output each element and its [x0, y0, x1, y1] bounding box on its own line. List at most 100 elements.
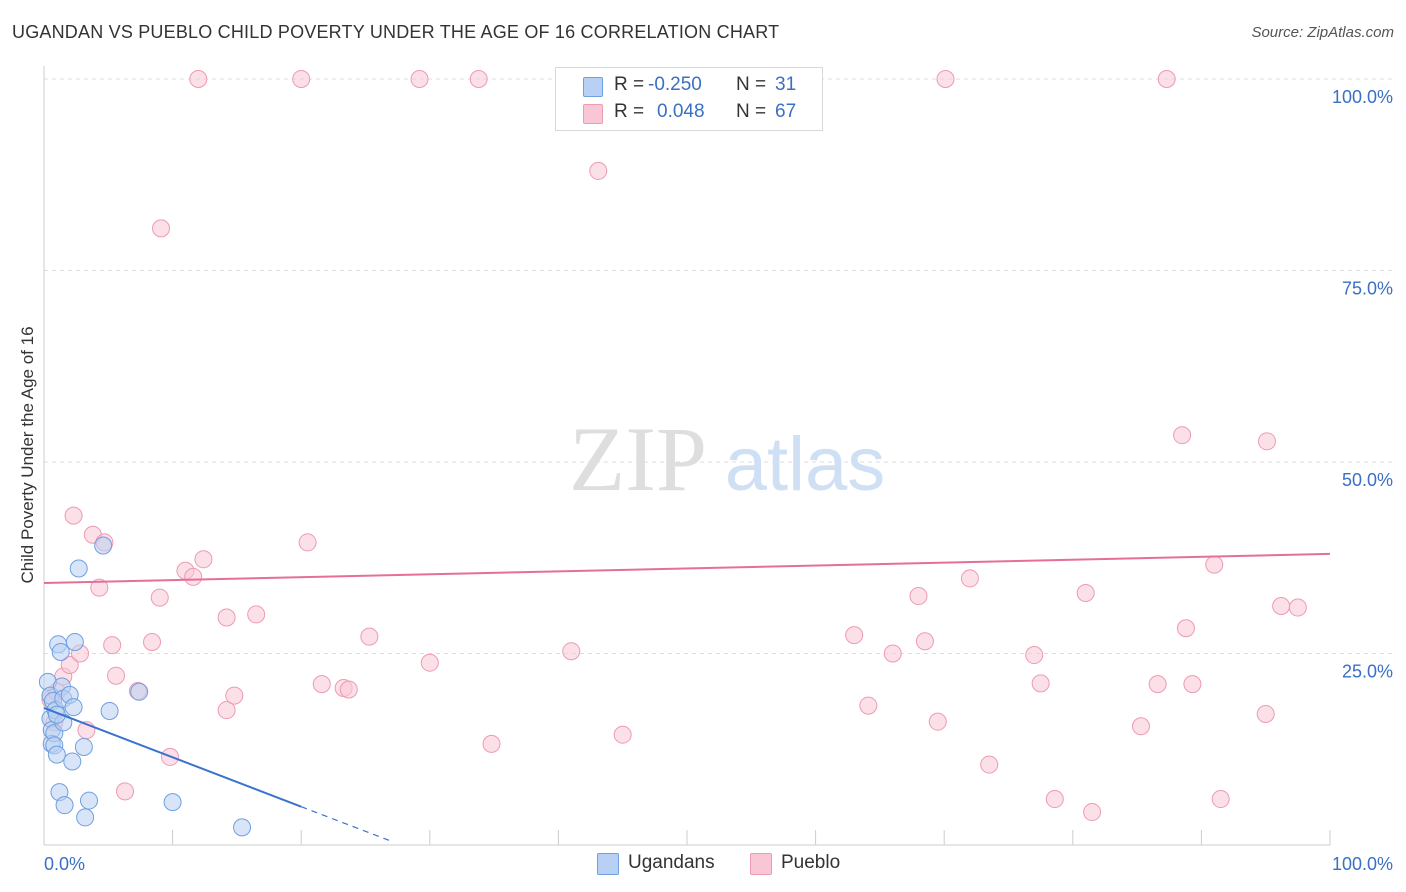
- legend-r-value: -0.250: [648, 74, 702, 95]
- legend-n-label: N =: [736, 101, 767, 122]
- y-tick-label: 25.0%: [1342, 662, 1393, 682]
- pueblo-point: [1083, 803, 1102, 822]
- legend-n-value: 31: [775, 74, 797, 95]
- chart-title: UGANDAN VS PUEBLO CHILD POVERTY UNDER TH…: [12, 22, 780, 42]
- bottom-legend-label-pueblo: Pueblo: [781, 852, 841, 873]
- y-tick-label: 50.0%: [1342, 470, 1393, 490]
- ugandans-trend-extension: [300, 806, 392, 842]
- x-tick-label: 100.0%: [1332, 854, 1393, 874]
- ugandans-point: [94, 536, 113, 555]
- pueblo-point: [225, 686, 244, 705]
- legend-swatch-ugandans: [583, 77, 603, 97]
- pueblo-point: [1205, 555, 1224, 574]
- legend-row-pueblo: R = 0.048 N = 67: [556, 101, 822, 127]
- pueblo-point: [1148, 675, 1167, 694]
- pueblo-point: [1031, 674, 1050, 693]
- ugandans-point: [163, 793, 182, 812]
- pueblo-point: [1211, 790, 1230, 809]
- watermark-atlas: atlas: [725, 422, 886, 507]
- legend-n-label: N =: [736, 74, 767, 95]
- pueblo-point: [150, 588, 169, 607]
- pueblo-point: [1256, 705, 1275, 724]
- pueblo-point: [1025, 646, 1044, 665]
- legend-swatch-pueblo: [583, 104, 603, 124]
- legend-row-ugandans: R = -0.250 N = 31: [556, 74, 822, 100]
- ugandans-point: [100, 701, 119, 720]
- data-points: [38, 70, 1307, 837]
- pueblo-point: [1176, 619, 1195, 638]
- ugandans-point: [76, 808, 95, 827]
- pueblo-point: [1257, 432, 1276, 451]
- bottom-legend-label-ugandans: Ugandans: [628, 852, 715, 873]
- ugandans-point: [69, 559, 88, 578]
- pueblo-point: [883, 644, 902, 663]
- bottom-legend-swatch-ugandans: [597, 853, 619, 875]
- pueblo-point: [360, 627, 379, 646]
- pueblo-point: [562, 642, 581, 661]
- ugandans-point: [74, 737, 93, 756]
- pueblo-point: [312, 675, 331, 694]
- pueblo-point: [1131, 717, 1150, 736]
- pueblo-point: [292, 70, 311, 88]
- pueblo-point: [845, 626, 864, 645]
- watermark: ZIP atlas: [569, 408, 885, 510]
- pueblo-point: [410, 70, 429, 88]
- ugandans-point: [47, 745, 66, 764]
- pueblo-point: [339, 680, 358, 699]
- pueblo-point: [613, 725, 632, 744]
- pueblo-point: [64, 506, 83, 525]
- ugandans-point: [55, 796, 74, 815]
- pueblo-point: [189, 70, 208, 88]
- bottom-legend-ugandans: Ugandans: [597, 852, 737, 876]
- ugandans-point: [51, 642, 70, 661]
- pueblo-point: [936, 70, 955, 88]
- tick-labels: 25.0% 50.0% 75.0% 100.0% 0.0% 100.0%: [44, 87, 1393, 874]
- trend-lines: [43, 552, 1331, 842]
- pueblo-point: [909, 587, 928, 606]
- pueblo-point: [1183, 675, 1202, 694]
- bottom-legend-swatch-pueblo: [750, 853, 772, 875]
- y-tick-label: 75.0%: [1342, 279, 1393, 299]
- pueblo-point: [420, 653, 439, 672]
- pueblo-point: [217, 701, 236, 720]
- watermark-zip: ZIP: [569, 408, 707, 510]
- legend-box: R = -0.250 N = 31 R = 0.048 N = 67: [555, 67, 823, 131]
- pueblo-point: [960, 569, 979, 588]
- pueblo-point: [298, 533, 317, 552]
- pueblo-point: [116, 782, 135, 801]
- pueblo-point: [859, 696, 878, 715]
- pueblo-point: [194, 550, 213, 569]
- pueblo-point: [103, 636, 122, 655]
- y-tick-label: 100.0%: [1332, 87, 1393, 107]
- pueblo-point: [90, 578, 109, 597]
- pueblo-point: [928, 712, 947, 731]
- pueblo-point: [60, 655, 79, 674]
- legend-r-label: R =: [614, 74, 645, 95]
- ugandans-trend-line: [43, 706, 302, 808]
- pueblo-point: [1157, 70, 1176, 88]
- pueblo-point: [143, 633, 162, 652]
- pueblo-point: [1076, 583, 1095, 602]
- pueblo-point: [915, 632, 934, 651]
- pueblo-trend-line: [43, 552, 1331, 585]
- pueblo-point: [980, 755, 999, 774]
- ugandans-point: [65, 633, 84, 652]
- pueblo-point: [1272, 597, 1291, 616]
- bottom-legend-pueblo: Pueblo: [750, 852, 870, 876]
- source-label: Source: ZipAtlas.com: [1251, 24, 1394, 41]
- pueblo-point: [247, 605, 266, 624]
- ugandans-point: [64, 698, 83, 717]
- ugandans-point: [80, 791, 99, 810]
- pueblo-point: [469, 70, 488, 88]
- pueblo-point: [152, 219, 171, 238]
- x-tick-label: 0.0%: [44, 854, 85, 874]
- legend-r-value: 0.048: [657, 101, 705, 122]
- pueblo-point: [1173, 426, 1192, 445]
- ugandans-point: [63, 752, 82, 771]
- pueblo-point: [1045, 790, 1064, 809]
- pueblo-point: [217, 608, 236, 627]
- pueblo-point: [482, 734, 501, 753]
- ugandans-point: [130, 682, 149, 701]
- pueblo-point: [589, 161, 608, 180]
- legend-n-value: 67: [775, 101, 797, 122]
